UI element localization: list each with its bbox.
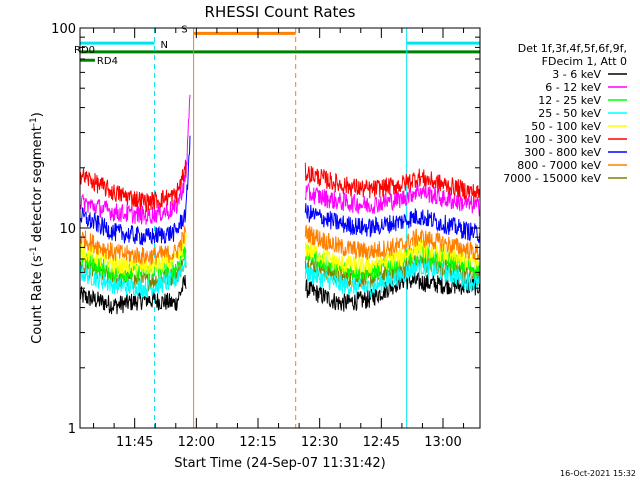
y-tick-label: 1 [68,422,76,437]
series-line-6-12-kev-post [304,182,481,217]
x-tick-label: 12:00 [178,435,215,450]
x-tick-label: 12:30 [301,435,338,450]
series-line-3-6-kev-pre [79,274,187,315]
legend-label-25-50-kev: 25 - 50 keV [538,107,601,120]
legend-header-detectors: Det 1f,3f,4f,5f,6f,9f, [518,42,627,55]
x-axis-label: Start Time (24-Sep-07 11:31:42) [174,456,385,471]
y-axis-label: Count Rate (s-1 detector segment-1) [29,112,45,344]
series-line-300-800-kev-post [304,203,481,243]
series-line-100-300-kev-post [304,162,481,202]
series-line-7000-15000-kev-post [304,254,481,290]
legend-header-decimation: FDecim 1, Att 0 [542,55,627,68]
series-line-300-800-kev-pre [79,135,191,246]
legend-label-12-25-kev: 12 - 25 keV [538,94,601,107]
x-tick-label: 11:45 [116,435,153,450]
legend-label-3-6-kev: 3 - 6 keV [552,68,601,81]
series-line-6-12-kev-pre [79,94,191,225]
series-line-50-100-kev-post [304,239,481,274]
x-axis-ticks: 11:45 12:00 12:15 12:30 12:45 13:00 [93,28,465,450]
legend-label-50-100-kev: 50 - 100 keV [531,120,601,133]
series-line-3-6-kev-post [305,271,481,312]
y-tick-label: 100 [51,22,76,37]
legend-label-7000-15000-kev: 7000 - 15000 keV [503,172,601,185]
series-traces [79,94,481,315]
y-axis-ticks: 1 10 100 [51,22,480,437]
legend-label-800-7000-kev: 800 - 7000 keV [517,159,601,172]
series-line-25-50-kev-pre [79,251,187,298]
legend: Det 1f,3f,4f,5f,6f,9f, FDecim 1, Att 0 3… [503,42,627,185]
series-line-50-100-kev-pre [79,233,187,276]
x-tick-label: 12:45 [363,435,400,450]
legend-label-300-800-kev: 300 - 800 keV [524,146,601,159]
chart-title: RHESSI Count Rates [205,3,356,21]
legend-label-100-300-kev: 100 - 300 keV [524,133,601,146]
plot-timestamp: 16-Oct-2021 15:32 [560,469,636,478]
flag-label-rd0: RD0 [74,45,95,56]
series-line-25-50-kev-post [304,257,481,299]
y-tick-label: 10 [59,222,76,237]
series-line-100-300-kev-pre [79,159,187,213]
series-line-800-7000-kev-pre [79,225,187,266]
x-tick-label: 13:00 [424,435,461,450]
flag-label-n: N [161,40,168,51]
flag-label-rd4: RD4 [97,56,118,67]
x-tick-label: 12:15 [239,435,276,450]
legend-label-6-12-kev: 6 - 12 keV [545,81,601,94]
flag-label-s: S [181,24,187,35]
series-line-800-7000-kev-post [304,224,481,260]
